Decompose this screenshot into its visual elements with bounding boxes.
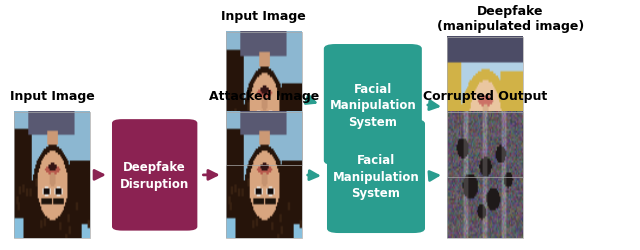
Bar — [14, 112, 90, 238]
Bar — [226, 112, 301, 238]
Text: Attacked Image: Attacked Image — [209, 90, 319, 103]
FancyBboxPatch shape — [327, 120, 425, 233]
Bar — [447, 38, 523, 177]
Text: Deepfake
(manipulated image): Deepfake (manipulated image) — [436, 5, 584, 33]
Text: Input Image: Input Image — [221, 10, 306, 23]
FancyBboxPatch shape — [112, 120, 197, 231]
Bar — [447, 112, 523, 238]
FancyBboxPatch shape — [324, 45, 422, 166]
Text: Facial
Manipulation
System: Facial Manipulation System — [330, 82, 416, 128]
Bar — [226, 33, 301, 166]
Text: Deepfake
Disruption: Deepfake Disruption — [120, 160, 189, 190]
Text: Facial
Manipulation
System: Facial Manipulation System — [333, 154, 419, 199]
Text: Corrupted Output: Corrupted Output — [423, 90, 547, 103]
Text: Input Image: Input Image — [10, 90, 94, 103]
